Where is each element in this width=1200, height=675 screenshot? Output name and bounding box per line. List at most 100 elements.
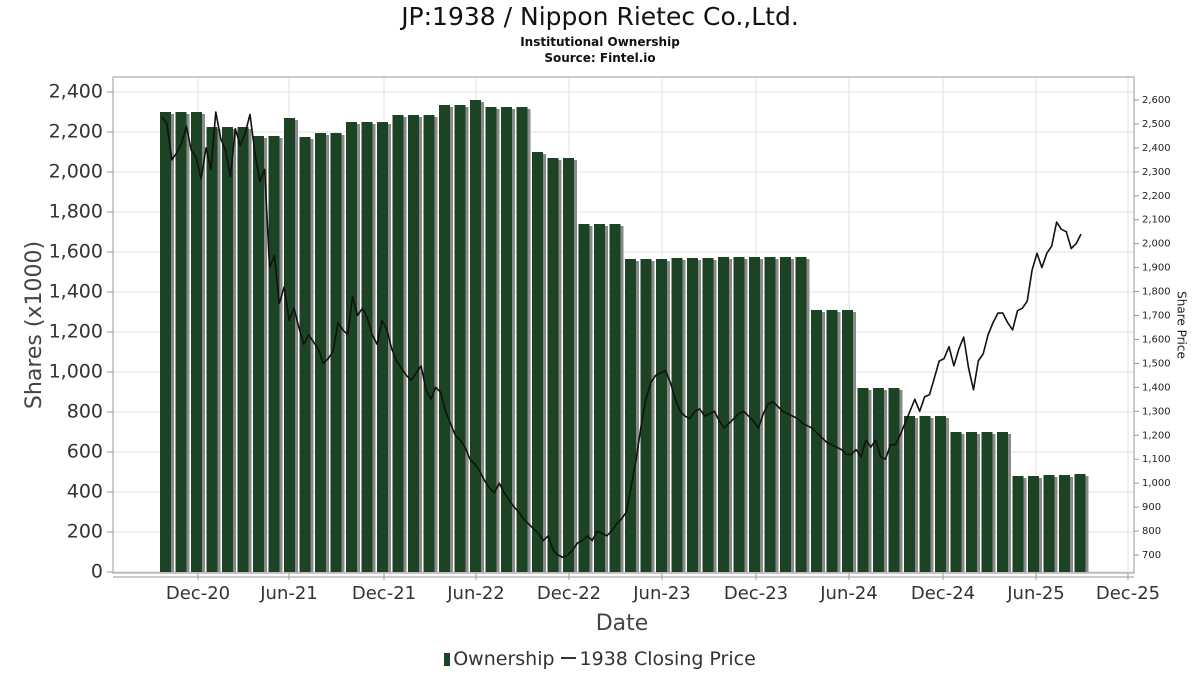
y-tick-label: 400: [67, 481, 103, 503]
ownership-bar: [811, 310, 822, 572]
y2-tick-label: 1,600: [1142, 334, 1171, 345]
y2-tick-label: 1,700: [1142, 311, 1171, 322]
legend: Ownership 1938 Closing Price: [0, 646, 1200, 672]
x-tick-label: Dec-20: [166, 583, 230, 604]
ownership-bar: [981, 432, 993, 572]
y2-tick-label: 1,300: [1142, 406, 1171, 417]
ownership-bar: [222, 127, 233, 572]
y2-tick-label: 2,300: [1142, 167, 1171, 178]
ownership-bar: [237, 127, 249, 572]
price-line: [161, 111, 1082, 559]
legend-line-swatch: [560, 657, 576, 659]
ownership-bar: [671, 258, 683, 572]
ownership-bar: [950, 432, 962, 572]
x-tick-label: Dec-24: [911, 583, 975, 604]
ownership-bar: [470, 100, 481, 572]
chart-title: JP:1938 / Nippon Rietec Co.,Ltd.: [401, 2, 799, 31]
ownership-bar: [408, 115, 419, 572]
ownership-bar: [1059, 475, 1070, 572]
ownership-bar: [191, 112, 202, 572]
y2-tick-label: 1,200: [1142, 430, 1171, 441]
y-tick-label: 600: [67, 441, 103, 463]
ownership-bar: [377, 122, 388, 572]
y-axis-label: Shares (x1000): [22, 241, 47, 409]
y-tick-label: 1,800: [49, 201, 103, 223]
ownership-bar: [361, 122, 373, 572]
y-tick-label: 1,200: [49, 321, 103, 343]
ownership-bar: [392, 115, 404, 572]
y2-tick-label: 2,500: [1142, 119, 1171, 130]
ownership-bar: [516, 107, 528, 572]
ownership-bar: [656, 259, 667, 572]
ownership-bar: [935, 416, 946, 572]
y2-axis-label: Share Price: [1175, 291, 1189, 359]
legend-bar-swatch: [444, 653, 451, 666]
x-tick-label: Jun-21: [259, 583, 318, 604]
y2-tick-label: 1,400: [1142, 382, 1171, 393]
legend-price-label: 1938 Closing Price: [579, 648, 756, 670]
y-tick-label: 1,400: [49, 281, 103, 303]
ownership-bar: [315, 133, 326, 572]
ownership-bar: [501, 107, 512, 572]
ownership-bar: [749, 257, 760, 572]
ownership-bar: [764, 257, 776, 572]
y-tick-label: 2,000: [49, 161, 103, 183]
ownership-bar: [919, 416, 931, 572]
y2-tick-label: 1,800: [1142, 287, 1171, 298]
plot-frame: [112, 76, 1135, 574]
y-tick-label: 1,600: [49, 241, 103, 263]
x-tick-label: Jun-25: [1006, 583, 1065, 604]
ownership-bar: [1028, 476, 1039, 572]
ownership-bar: [857, 388, 869, 572]
ownership-bar: [439, 105, 450, 572]
y-tick-label: 0: [91, 561, 103, 583]
ownership-bar: [253, 136, 264, 572]
ownership-bar: [346, 122, 357, 572]
ownership-bar: [842, 310, 853, 572]
ownership-bar: [268, 136, 280, 572]
x-tick-label: Jun-23: [632, 583, 691, 604]
y2-tick-label: 700: [1142, 550, 1161, 561]
ownership-bar: [330, 133, 342, 572]
x-axis: Dec-20 Jun-21 Dec-21 Jun-22 Dec-22 Jun-23 Dec-…: [166, 573, 1160, 604]
x-tick-label: Jun-22: [446, 583, 505, 604]
ownership-bar: [826, 310, 838, 572]
ownership-bar: [206, 127, 218, 572]
x-axis-label: Date: [596, 611, 649, 636]
y2-tick-label: 2,000: [1142, 239, 1171, 250]
x-tick-label: Dec-21: [352, 583, 416, 604]
y2-tick-label: 2,100: [1142, 215, 1171, 226]
y2-tick-label: 2,400: [1142, 143, 1171, 154]
chart-subtitle: Institutional Ownership: [520, 35, 680, 49]
ownership-bar: [485, 107, 497, 572]
y-tick-label: 800: [67, 401, 103, 423]
y2-tick-label: 800: [1142, 526, 1161, 537]
ownership-bar: [578, 224, 590, 572]
y2-tick-label: 1,100: [1142, 454, 1171, 465]
x-tick-label: Dec-22: [537, 583, 601, 604]
ownership-bar: [1074, 474, 1086, 572]
ownership-bar: [284, 118, 295, 572]
ownership-bar: [873, 388, 884, 572]
x-tick-label: Jun-24: [819, 583, 878, 604]
y-tick-label: 1,000: [49, 361, 103, 383]
ownership-bars: [160, 100, 1086, 572]
ownership-bar: [640, 259, 652, 572]
ownership-bar: [175, 112, 187, 572]
y2-tick-label: 900: [1142, 502, 1161, 513]
chart-source: Source: Fintel.io: [544, 51, 656, 65]
left-y-axis: 0 200 400 600 800 1,000 1,200 1,400 1,600 1,800 2,…: [49, 81, 113, 583]
ownership-bar: [888, 388, 900, 572]
ownership-bar: [423, 115, 435, 572]
ownership-bar: [1012, 476, 1024, 572]
x-tick-label: Dec-23: [724, 583, 788, 604]
ownership-bar: [454, 105, 466, 572]
y2-tick-label: 2,600: [1142, 95, 1171, 106]
ownership-bar: [997, 432, 1008, 572]
y2-tick-label: 1,500: [1142, 358, 1171, 369]
y2-tick-label: 1,900: [1142, 263, 1171, 274]
y2-tick-label: 2,200: [1142, 191, 1171, 202]
ownership-bar: [718, 257, 729, 572]
ownership-bar: [625, 259, 636, 572]
